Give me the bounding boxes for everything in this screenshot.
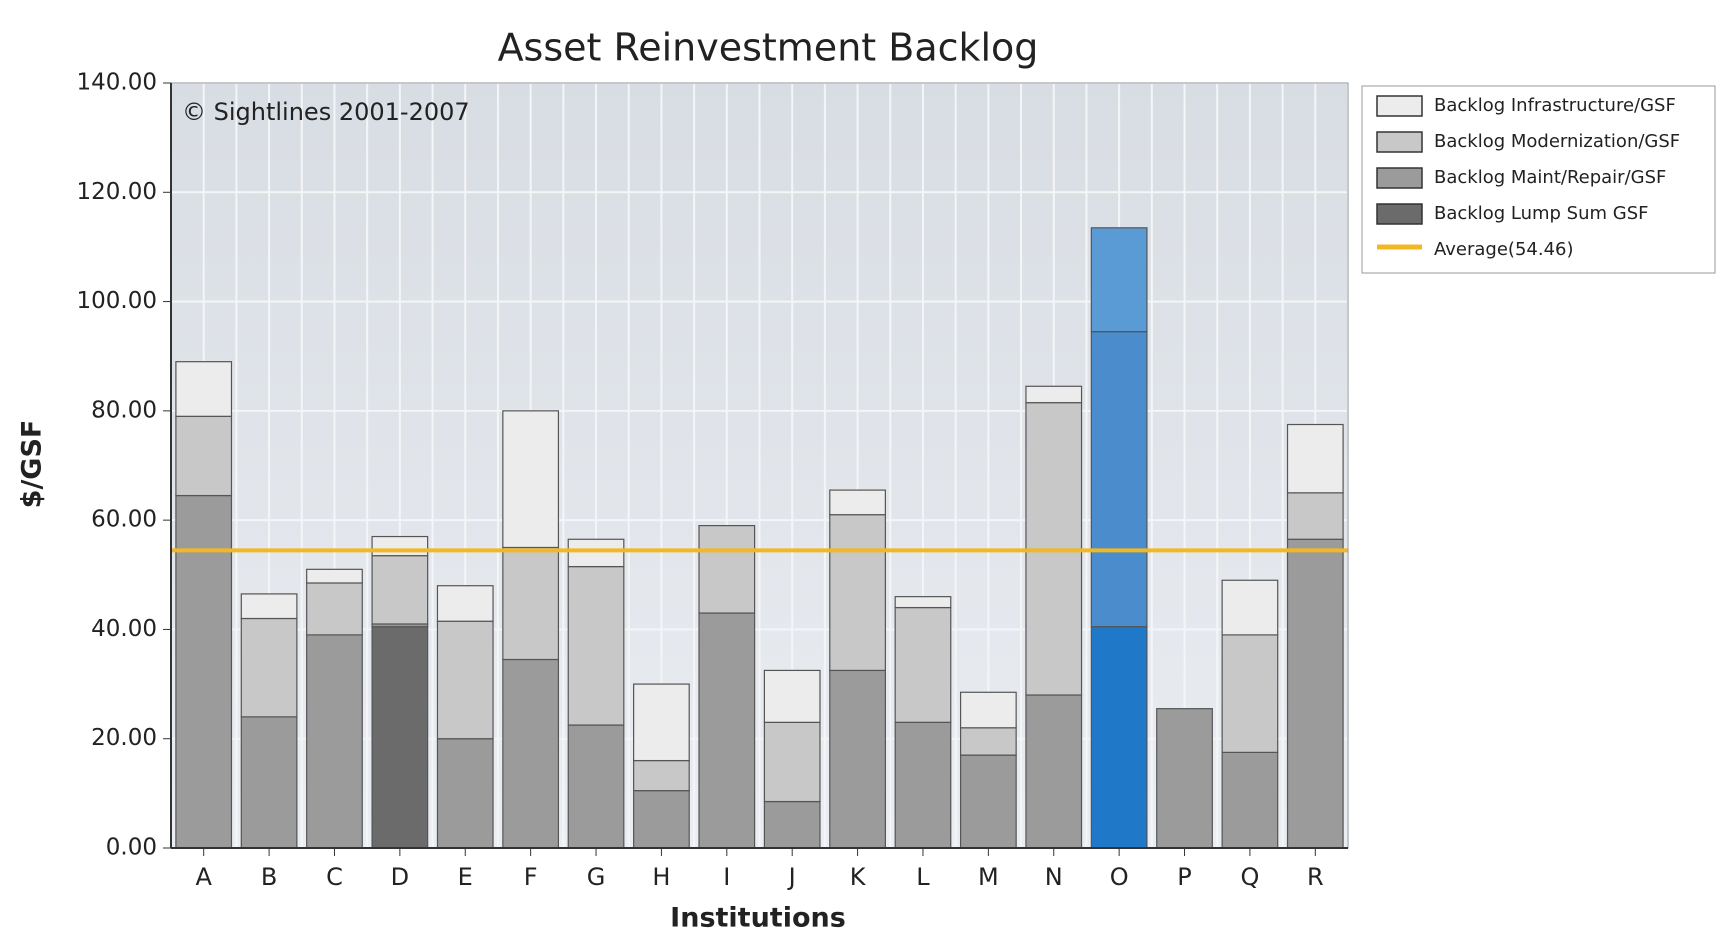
legend-label: Backlog Lump Sum GSF [1434, 203, 1648, 224]
bar-segment [436, 620, 494, 740]
legend-label: Backlog Modernization/GSF [1434, 131, 1680, 152]
bar-segment [175, 361, 233, 417]
legend-swatch [1376, 95, 1423, 117]
x-tick-label: B [261, 863, 277, 891]
bar-segment [633, 759, 690, 792]
legend-label: Backlog Maint/Repair/GSF [1434, 167, 1666, 188]
bar-segment [763, 800, 821, 849]
bar-segment [959, 691, 1017, 729]
legend-label: Average(54.46) [1434, 239, 1574, 260]
bar-segment [1025, 694, 1083, 849]
y-tick-label: 80.00 [91, 397, 157, 423]
x-tick-label: M [978, 863, 999, 891]
bar-segment [371, 535, 429, 557]
bar-segment [371, 626, 429, 849]
x-tick-label: Q [1240, 863, 1259, 891]
bar-segment [1286, 492, 1344, 540]
bar-segment [1286, 538, 1344, 849]
bar-segment [633, 790, 690, 849]
bar-segment [698, 525, 756, 614]
bar-segment [829, 514, 886, 672]
bar-segment [502, 546, 560, 661]
bar-segment [240, 617, 298, 718]
bar-segment [633, 683, 690, 762]
x-axis-label: Institutions [670, 903, 846, 934]
bar-segment [436, 738, 494, 849]
x-tick-label: G [587, 863, 606, 891]
x-tick-label: A [195, 863, 212, 891]
y-tick-label: 20.00 [91, 725, 157, 751]
bar-segment [1286, 423, 1344, 494]
x-tick-label: R [1307, 863, 1324, 891]
bar-segment [894, 721, 952, 849]
bar-segment [175, 415, 233, 497]
bar-segment [306, 568, 363, 584]
bar-segment [502, 410, 560, 549]
x-tick-label: D [391, 863, 409, 891]
x-tick-label: K [850, 863, 867, 891]
legend-label: Backlog Infrastructure/GSF [1434, 95, 1676, 116]
bar-segment [502, 658, 560, 849]
bar-segment [1221, 751, 1279, 849]
x-tick-label: E [458, 863, 473, 891]
bar-segment [567, 724, 625, 849]
x-tick-label: H [652, 863, 670, 891]
legend-swatch [1376, 131, 1423, 153]
bar-segment [1156, 708, 1213, 849]
chart-title: Asset Reinvestment Backlog [498, 26, 1039, 70]
bar-segment [829, 489, 886, 516]
bar-segment [763, 669, 821, 723]
y-tick-label: 40.00 [91, 616, 157, 642]
bar-segment [1221, 634, 1279, 753]
bar-segment [371, 555, 429, 625]
y-tick-label: 120.00 [77, 179, 157, 205]
bar-segment [240, 593, 298, 620]
x-tick-label: F [524, 863, 538, 891]
bar-segment [436, 585, 494, 622]
y-axis-label: $/GSF [17, 420, 48, 509]
bar-segment [698, 612, 756, 849]
x-tick-label: L [916, 863, 930, 891]
bar-segment [306, 634, 363, 849]
bar-segment [1090, 626, 1148, 849]
y-tick-label: 60.00 [91, 507, 157, 533]
bar-segment [567, 538, 625, 568]
bar-segment [894, 606, 952, 723]
bar-segment [829, 669, 886, 849]
y-tick-label: 0.00 [106, 835, 157, 861]
legend-swatch [1376, 167, 1423, 189]
legend-swatch [1376, 203, 1423, 225]
x-tick-label: J [787, 863, 796, 891]
bar-segment [763, 721, 821, 803]
bar-segment [567, 565, 625, 726]
x-tick-label: P [1177, 863, 1191, 891]
bar-segment [1221, 579, 1279, 636]
bar-segment [1025, 385, 1083, 404]
y-tick-label: 140.00 [77, 70, 157, 96]
x-tick-label: O [1110, 863, 1129, 891]
bar-segment [959, 754, 1017, 849]
x-tick-label: C [326, 863, 343, 891]
bar-segment [1090, 331, 1148, 628]
x-tick-label: N [1045, 863, 1063, 891]
bar-segment [306, 582, 363, 636]
bar-segment [894, 596, 952, 609]
x-tick-label: I [723, 863, 730, 891]
y-tick-label: 100.00 [77, 288, 157, 314]
bar-segment [175, 494, 233, 849]
bar-segment [240, 716, 298, 849]
bar-segment [1090, 227, 1148, 333]
annotation: © Sightlines 2001-2007 [182, 98, 470, 126]
bar-segment [959, 727, 1017, 756]
